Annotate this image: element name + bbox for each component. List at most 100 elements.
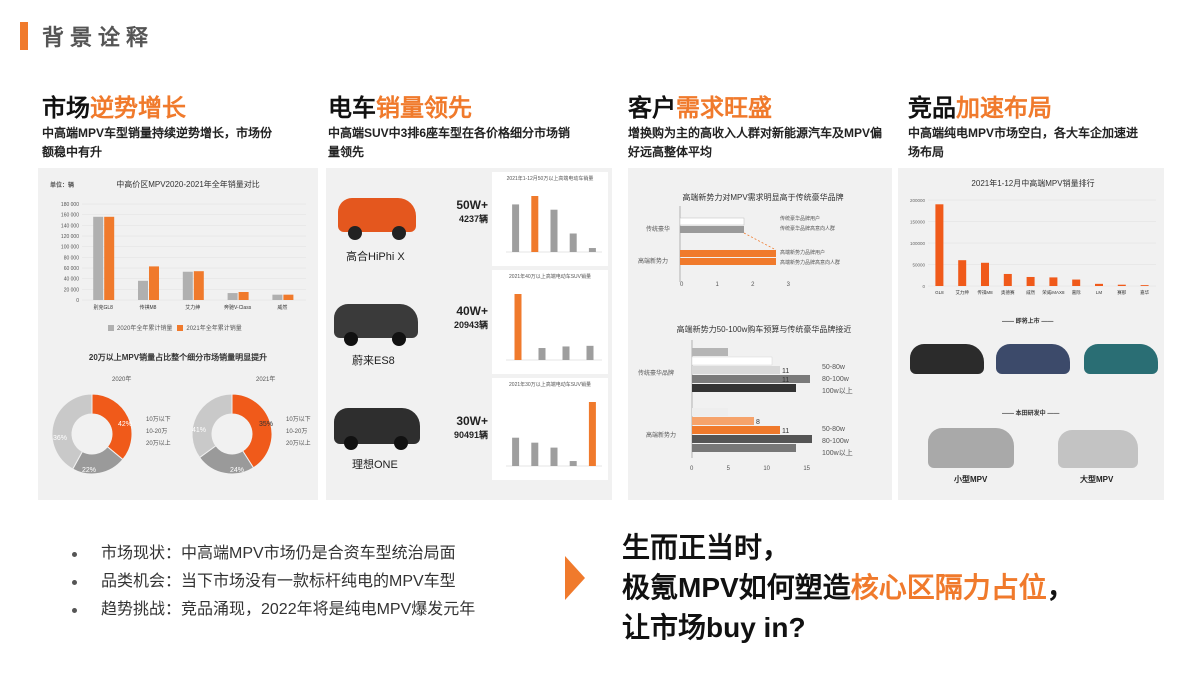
bar bbox=[531, 442, 539, 466]
donut1-label-b: 22% bbox=[82, 467, 96, 474]
col2-subtitle: 中高端SUV中3排6座车型在各价格细分市场销量领先 bbox=[328, 126, 571, 159]
x-tick-label: 奔驰V-Class bbox=[224, 304, 252, 311]
wheel-icon bbox=[344, 332, 358, 346]
budget-legend-1: 50-80w 80-100w 100w以上 bbox=[822, 364, 853, 395]
bar bbox=[512, 437, 520, 466]
car-image-large-mpv bbox=[1058, 430, 1138, 468]
bar bbox=[562, 346, 570, 360]
bar bbox=[1072, 279, 1081, 286]
bar bbox=[588, 248, 596, 252]
bar bbox=[981, 262, 989, 286]
mini-chart-1: 2021年1-12月50万以上高端电动车销量 bbox=[492, 172, 608, 266]
wheel-icon bbox=[392, 332, 406, 346]
bar bbox=[1095, 283, 1103, 286]
demand-chart1-title: 高端新势力对MPV需求明显高于传统豪华品牌 bbox=[682, 193, 844, 202]
y-tick-label: 20 000 bbox=[64, 287, 80, 293]
unit-label: 单位：辆 bbox=[50, 183, 75, 189]
list-item: 品类机会：当下市场没有一款标杆纯电的MPV车型 bbox=[72, 568, 475, 596]
car-sales-hiphi: 50W+ 4237辆 bbox=[456, 198, 488, 224]
col2-title: 电车销量领先 bbox=[328, 95, 472, 122]
bar-traditional-intent bbox=[680, 226, 744, 233]
list-item: 市场现状：中高端MPV市场仍是合资车型统治局面 bbox=[72, 540, 475, 568]
donut-slice bbox=[91, 393, 133, 461]
demand-chart1 bbox=[679, 206, 777, 282]
bar bbox=[104, 216, 115, 300]
wheel-icon bbox=[344, 436, 358, 450]
x-tick-label: GL8 bbox=[935, 290, 944, 295]
x-tick-label: 艾力绅 bbox=[955, 289, 969, 296]
x-tick-label: 嘉际 bbox=[1072, 289, 1082, 296]
x-tick-label: 传祺M8 bbox=[977, 289, 993, 296]
y-tick-label: 180 000 bbox=[61, 202, 79, 208]
chart1-legend-a: 传统豪华品牌用户 传统豪华品牌高意向人群 bbox=[780, 216, 836, 232]
key-points-list: 市场现状：中高端MPV市场仍是合资车型统治局面 品类机会：当下市场没有一款标杆纯… bbox=[72, 540, 475, 624]
car-image-upcoming-1 bbox=[910, 344, 984, 374]
arrow-right-icon bbox=[565, 556, 585, 600]
bar bbox=[1117, 284, 1126, 286]
section-title: 背景诠释 bbox=[42, 25, 155, 50]
x-tick-label: 艾力绅 bbox=[185, 304, 200, 311]
bar bbox=[182, 271, 193, 300]
col3-title: 客户需求旺盛 bbox=[628, 95, 772, 122]
bar bbox=[569, 233, 577, 252]
bullet-icon bbox=[72, 579, 77, 585]
bar-legend: 2020年全年累计销量 2021年全年累计销量 bbox=[108, 323, 242, 332]
col1-subtitle: 中高端MPV车型销量持续逆势增长，市场份额稳中有升 bbox=[42, 126, 273, 159]
donut-year-2020: 2020年 bbox=[112, 377, 132, 383]
y-tick-label: 120 000 bbox=[61, 234, 79, 240]
car-name-nio: 蔚来ES8 bbox=[352, 355, 395, 367]
y-tick-label: 0 bbox=[922, 284, 925, 289]
bar bbox=[238, 292, 249, 300]
x-tick-label: 奥德赛 bbox=[1001, 289, 1015, 296]
x-tick-label: 别克GL8 bbox=[93, 304, 113, 311]
col1-title: 市场逆势增长 bbox=[42, 95, 186, 122]
mini-chart-2: 2021年40万以上高端电动车SUV销量 bbox=[492, 270, 608, 374]
bar bbox=[588, 402, 596, 466]
bar bbox=[1049, 277, 1058, 286]
y-tick-label: 140 000 bbox=[61, 223, 79, 229]
y-tick-label: 100000 bbox=[910, 241, 926, 246]
x-tick-label: 荣威iMAX8 bbox=[1042, 289, 1065, 296]
bar bbox=[1140, 285, 1149, 286]
y-tick-label: 0 bbox=[76, 298, 79, 304]
x-tick-label: 赛那 bbox=[1117, 289, 1126, 296]
x-tick-label: 传祺M8 bbox=[140, 304, 157, 311]
donut-slice bbox=[51, 393, 93, 470]
chart2-label: 11 bbox=[782, 428, 789, 435]
donut-title: 20万以上MPV销量占比整个细分市场销量明显提升 bbox=[88, 353, 268, 362]
chart2-x-ticks: 0 5 10 15 bbox=[690, 466, 810, 472]
bar bbox=[193, 271, 204, 300]
conclusion-text: 生而正当时， 极氪MPV如何塑造核心区隔力占位， 让市场buy in? bbox=[622, 532, 1075, 643]
bullet-icon bbox=[72, 607, 77, 613]
panel-market: 单位：辆 中高价区MPV2020-2021年全年销量对比 0 20 000 40 0… bbox=[38, 168, 318, 500]
row-label-newforce: 高端新势力 bbox=[638, 259, 669, 265]
panel-ev-sales: 高合HiPhi X 50W+ 4237辆 蔚来ES8 40W+ 20943辆 理想O… bbox=[326, 168, 612, 500]
bar-newforce-user bbox=[680, 250, 776, 257]
car-sales-nio: 40W+ 20943辆 bbox=[453, 304, 488, 330]
bar bbox=[514, 294, 522, 360]
y-tick-label: 50000 bbox=[912, 263, 925, 268]
x-tick-label: 嘉华 bbox=[1140, 289, 1149, 296]
x-tick-label: LM bbox=[1096, 290, 1103, 295]
launched-label: —— 即将上市 —— bbox=[1002, 319, 1054, 325]
car-label-small-mpv: 小型MPV bbox=[954, 475, 988, 484]
y-tick-label: 80 000 bbox=[64, 255, 80, 261]
x-tick-label: 威然 bbox=[1026, 289, 1035, 296]
competitor-chart-title: 2021年1-12月中高端MPV销量排行 bbox=[971, 179, 1095, 188]
budget-legend-2: 50-80w 80-100w 100w以上 bbox=[822, 426, 853, 457]
bar bbox=[958, 260, 967, 286]
bar bbox=[550, 447, 558, 466]
x-tick-label: 威然 bbox=[277, 304, 287, 311]
y-tick-label: 60 000 bbox=[64, 266, 80, 272]
y-tick-label: 150000 bbox=[910, 220, 926, 225]
mini-chart-3: 2021年30万以上高端电动车SUV销量 bbox=[492, 378, 608, 480]
bar bbox=[512, 204, 520, 252]
donut2-legend: 10万以下 10-20万 20万以上 bbox=[286, 417, 311, 447]
legend-swatch-2021 bbox=[177, 325, 184, 332]
donut1-label-c: 42% bbox=[118, 421, 132, 428]
row-label-traditional: 传统豪华 bbox=[646, 227, 671, 233]
demand-chart2-title: 高端新势力50-100w购车预算与传统豪华品牌接近 bbox=[676, 325, 852, 334]
chart2-label: 11 bbox=[782, 368, 789, 375]
demand-chart2: 11 11 8 11 bbox=[691, 340, 812, 458]
bar bbox=[531, 196, 539, 252]
